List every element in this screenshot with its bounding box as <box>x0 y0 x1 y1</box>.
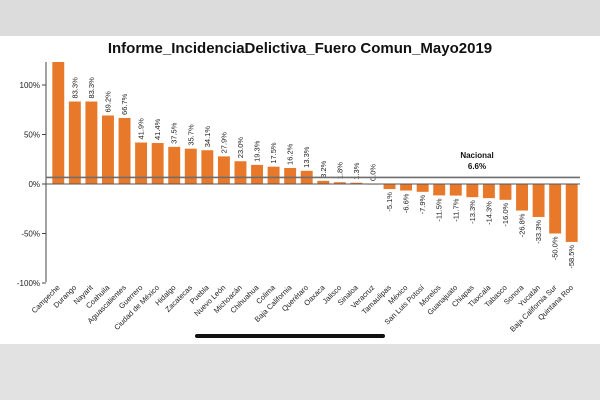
bar <box>549 184 562 234</box>
chart-card: Informe_IncidenciaDelictiva_Fuero Comun_… <box>0 36 600 344</box>
bar <box>317 180 330 184</box>
bar-data-label: -26.8% <box>518 213 527 237</box>
bar <box>118 117 131 184</box>
bar-data-label: -7.9% <box>418 194 427 214</box>
bar-data-label: 3.2% <box>319 160 328 177</box>
bar-data-label: 1.8% <box>335 162 344 179</box>
bar-data-label: 41.4% <box>153 118 162 140</box>
bar-data-label: 83.3% <box>70 77 79 99</box>
bar-data-label: -11.7% <box>451 198 460 222</box>
bar <box>449 184 462 196</box>
bar <box>201 150 214 184</box>
bar <box>482 184 495 199</box>
bar <box>416 184 429 192</box>
bar <box>68 101 81 184</box>
y-tick-label: 0% <box>28 180 40 189</box>
bar-data-label: -14.3% <box>484 201 493 225</box>
bar <box>102 115 114 184</box>
bar-data-label: 1.3% <box>352 162 361 179</box>
bar <box>466 184 479 198</box>
bar-data-label: -11.5% <box>435 198 444 222</box>
bar <box>217 156 230 184</box>
bar <box>135 142 148 184</box>
bar <box>267 166 280 184</box>
bar-data-label: 37.5% <box>170 122 179 144</box>
bar <box>184 148 197 184</box>
bar <box>333 182 346 184</box>
bar <box>516 184 528 211</box>
bar-data-label: 17.5% <box>269 142 278 164</box>
bar <box>383 184 396 190</box>
bar-data-label: -58.5% <box>567 245 576 269</box>
scroll-indicator <box>195 334 385 338</box>
bar-data-label: -13.3% <box>468 200 477 224</box>
bar-data-label: 66.7% <box>120 93 129 115</box>
bar-data-label: -33.3% <box>534 220 543 244</box>
bar <box>52 62 65 184</box>
top-background <box>0 0 600 36</box>
bar-chart: -100%-50%0%50%100%Campeche83.3%Durango83… <box>17 62 580 338</box>
bar <box>284 167 297 184</box>
y-tick-label: -50% <box>21 230 40 239</box>
bar-data-label: 35.7% <box>186 124 195 146</box>
y-tick-label: 100% <box>20 81 40 90</box>
national-value-label: 6.6% <box>468 162 486 171</box>
bar <box>234 161 247 184</box>
bar <box>565 184 578 242</box>
bar <box>151 143 164 184</box>
bar-data-label: 83.3% <box>87 77 96 99</box>
bar <box>499 184 512 200</box>
bar <box>168 146 181 184</box>
bar-data-label: 27.9% <box>219 132 228 154</box>
bar-data-label: 41.9% <box>137 118 146 140</box>
y-tick-label: -100% <box>17 279 40 288</box>
bar <box>433 184 446 196</box>
bar-data-label: 34.1% <box>203 126 212 148</box>
bar-data-label: 23.0% <box>236 137 245 159</box>
bar <box>400 184 413 191</box>
bar-data-label: -6.6% <box>402 193 411 213</box>
bar <box>532 184 545 217</box>
bar-data-label: 69.2% <box>103 91 112 113</box>
bar-data-label: 13.3% <box>302 146 311 168</box>
bar-data-label: 16.2% <box>286 143 295 165</box>
bar-data-label: 0.0% <box>368 164 377 181</box>
bar <box>251 164 263 184</box>
bar <box>350 182 363 184</box>
bar-data-label: 19.3% <box>253 140 262 162</box>
bar-data-label: -5.1% <box>385 192 394 212</box>
bar-data-label: -16.0% <box>501 203 510 227</box>
bar <box>85 101 98 184</box>
national-label: Nacional <box>460 151 493 160</box>
bar-data-label: -50.0% <box>551 236 560 260</box>
bottom-background <box>0 344 600 400</box>
y-tick-label: 50% <box>24 131 40 140</box>
chart-title: Informe_IncidenciaDelictiva_Fuero Comun_… <box>107 40 493 57</box>
